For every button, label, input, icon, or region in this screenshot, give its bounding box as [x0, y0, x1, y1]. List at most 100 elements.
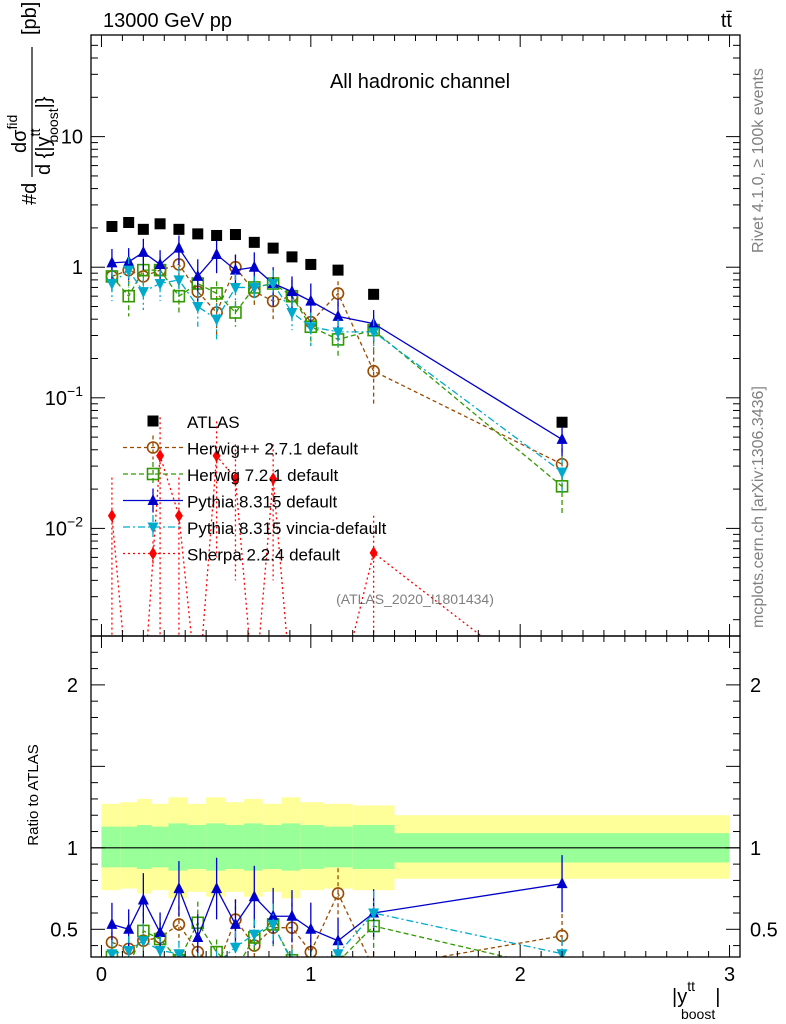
ratio-band-green: [243, 823, 263, 871]
ratio-point: [305, 922, 317, 934]
data-point: [173, 223, 185, 235]
header-left: 13000 GeV pp: [103, 10, 232, 32]
y-tick-base: 1: [72, 257, 83, 279]
svg-text:#d: #d: [19, 183, 41, 205]
ratio-band-green: [187, 825, 207, 870]
ratio-frame: [90, 635, 741, 958]
legend-label: Herwig 7.2.1 default: [187, 466, 338, 485]
data-point: [107, 509, 116, 523]
x-tick-label: 0: [96, 964, 107, 986]
data-point: [332, 309, 344, 321]
ratio-tick-label-right: 0.5: [750, 919, 778, 941]
ratio-point: [106, 917, 118, 929]
ratio-point: [154, 945, 166, 957]
data-point: [307, 692, 315, 705]
data-point: [106, 221, 118, 233]
x-tick-label: 3: [724, 964, 735, 986]
data-point: [211, 314, 223, 326]
data-point: [267, 279, 279, 291]
data-point: [212, 449, 221, 463]
data-point: [556, 416, 568, 428]
analysis-tag: (ATLAS_2020_I1801434): [336, 591, 494, 607]
ratio-band-green: [281, 823, 301, 871]
ratio-point: [248, 929, 260, 941]
side-rivet-text: Rivet 4.1.0, ≥ 100k events: [750, 68, 767, 253]
data-point: [137, 245, 149, 257]
ratio-point: [123, 961, 134, 972]
legend-marker: [147, 494, 159, 505]
ratio-point: [556, 877, 568, 889]
ratio-point: [211, 963, 222, 974]
ratio-point: [331, 887, 345, 900]
legend-marker: [149, 547, 157, 560]
data-point: [334, 692, 342, 705]
data-point: [305, 294, 317, 306]
data-point: [123, 265, 135, 277]
data-point: [286, 251, 298, 263]
y-tick-exp: −1: [67, 383, 83, 399]
legend-item: Sherpa 2.2.4 default: [123, 541, 340, 566]
series-line: [111, 263, 563, 465]
data-point: [231, 472, 240, 486]
ylabel-frac-den-sub: boost: [45, 108, 61, 142]
series-0: [106, 216, 568, 428]
ratio-point: [286, 957, 297, 968]
data-point: [248, 236, 260, 248]
ratio-band-green: [323, 826, 353, 868]
data-point: [286, 308, 298, 320]
data-point: [210, 287, 223, 300]
ratio-band-green: [262, 825, 282, 870]
ratio-point: [123, 945, 135, 957]
legend-marker: [146, 467, 160, 481]
ratio-point: [172, 918, 186, 931]
y-tick-label: 10: [61, 127, 83, 149]
ratio-series-3: [106, 855, 568, 957]
series-line: [111, 269, 563, 487]
y-tick-label: 10−1: [45, 383, 83, 410]
ratio-point: [137, 893, 149, 905]
data-point: [172, 289, 186, 303]
channel-label: All hadronic channel: [330, 71, 510, 93]
data-point: [305, 322, 317, 334]
ratio-series-4: [106, 891, 568, 970]
data-point: [192, 269, 204, 281]
ylabel-frac-num-sup: fid: [4, 115, 20, 130]
ratio-point: [192, 930, 204, 942]
ratio-tick-label-left: 2: [67, 675, 78, 697]
ratio-point: [332, 934, 344, 946]
ratio-point: [210, 945, 223, 957]
data-point: [125, 692, 133, 705]
legend-item: Pythia 8.315 vincia-default: [123, 515, 387, 539]
legend-label: Pythia 8.315 vincia-default: [187, 519, 387, 538]
ratio-band-green: [168, 823, 188, 871]
legend-label: Herwig++ 2.7.1 default: [187, 440, 358, 459]
data-point: [137, 287, 149, 299]
ratio-point: [229, 917, 241, 929]
svg-text:[pb]: [pb]: [19, 2, 41, 35]
ratio-band-green: [352, 825, 395, 870]
data-point: [154, 257, 166, 269]
data-point: [122, 289, 135, 303]
ratio-point: [331, 955, 345, 957]
data-point: [368, 288, 380, 300]
y-tick-exp: −2: [67, 513, 83, 529]
data-point: [331, 287, 345, 300]
data-point: [173, 275, 185, 287]
header-right: tt̄: [721, 10, 733, 32]
ratio-ylabel: Ratio to ATLAS: [25, 744, 42, 845]
series-4: [106, 256, 568, 492]
xlabel-sub: boost: [681, 1006, 715, 1022]
ratio-point: [332, 949, 344, 957]
data-point: [154, 279, 166, 291]
legend-marker: [146, 441, 160, 454]
ratio-point: [211, 959, 222, 970]
series-5: [107, 417, 483, 705]
data-point: [267, 242, 279, 254]
ratio-point: [267, 919, 279, 931]
ratio-tick-label-left: 0.5: [50, 919, 78, 941]
ratio-point: [154, 926, 166, 938]
y-tick-label: 10−2: [45, 513, 83, 540]
ratio-point: [137, 936, 149, 948]
